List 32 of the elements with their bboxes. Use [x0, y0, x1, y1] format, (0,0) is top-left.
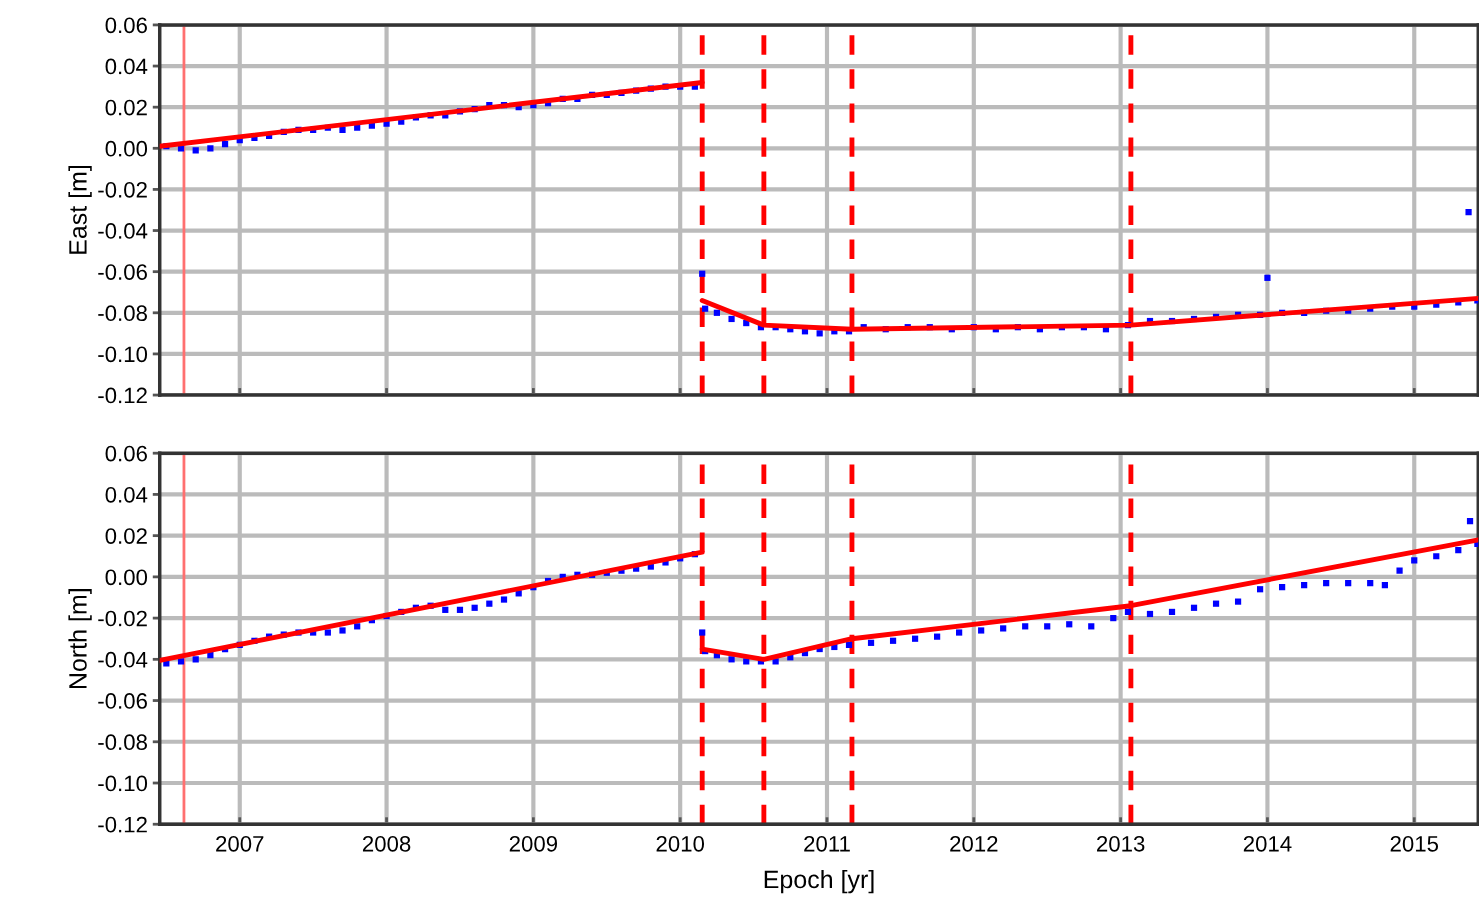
- y-tick-label: -0.02: [98, 610, 147, 627]
- y-tick-label: -0.10: [98, 775, 148, 792]
- y-tick-label: -0.08: [98, 305, 147, 322]
- x-tick-label: 2008: [362, 835, 411, 852]
- x-tick-label: 2011: [804, 835, 850, 852]
- y-tick-label: -0.10: [98, 346, 148, 363]
- x-tick-label: 2012: [950, 835, 998, 852]
- y-tick-label: 0.02: [105, 99, 147, 116]
- y-tick-label: -0.02: [98, 181, 147, 198]
- y-tick-label: -0.12: [98, 387, 147, 404]
- x-tick-label: 2010: [656, 835, 705, 852]
- x-tick-label: 2009: [509, 835, 558, 852]
- y-tick-label: 0.06: [105, 17, 147, 34]
- y-tick-label: -0.04: [98, 651, 148, 668]
- x-tick-label: 2007: [216, 835, 264, 852]
- y-tick-label: -0.08: [98, 734, 147, 751]
- y-tick-label: 0.02: [105, 528, 147, 544]
- x-tick-label: 2015: [1390, 835, 1439, 852]
- y-axis-title: East [m]: [68, 165, 92, 254]
- y-tick-label: -0.06: [98, 693, 147, 709]
- y-tick-label: 0.04: [105, 58, 148, 75]
- y-axis-title: North [m]: [68, 589, 92, 689]
- x-tick-label: 2013: [1097, 835, 1145, 852]
- x-axis-title: Epoch [yr]: [764, 869, 874, 894]
- y-tick-label: -0.12: [98, 816, 147, 833]
- y-tick-label: 0.04: [105, 486, 148, 503]
- y-tick-label: 0.06: [105, 445, 147, 462]
- y-tick-label: -0.04: [98, 223, 148, 239]
- x-tick-label: 2014: [1243, 835, 1292, 852]
- y-tick-label: -0.06: [98, 264, 147, 280]
- y-tick-label: 0.00: [105, 569, 148, 586]
- y-tick-label: 0.00: [105, 140, 148, 157]
